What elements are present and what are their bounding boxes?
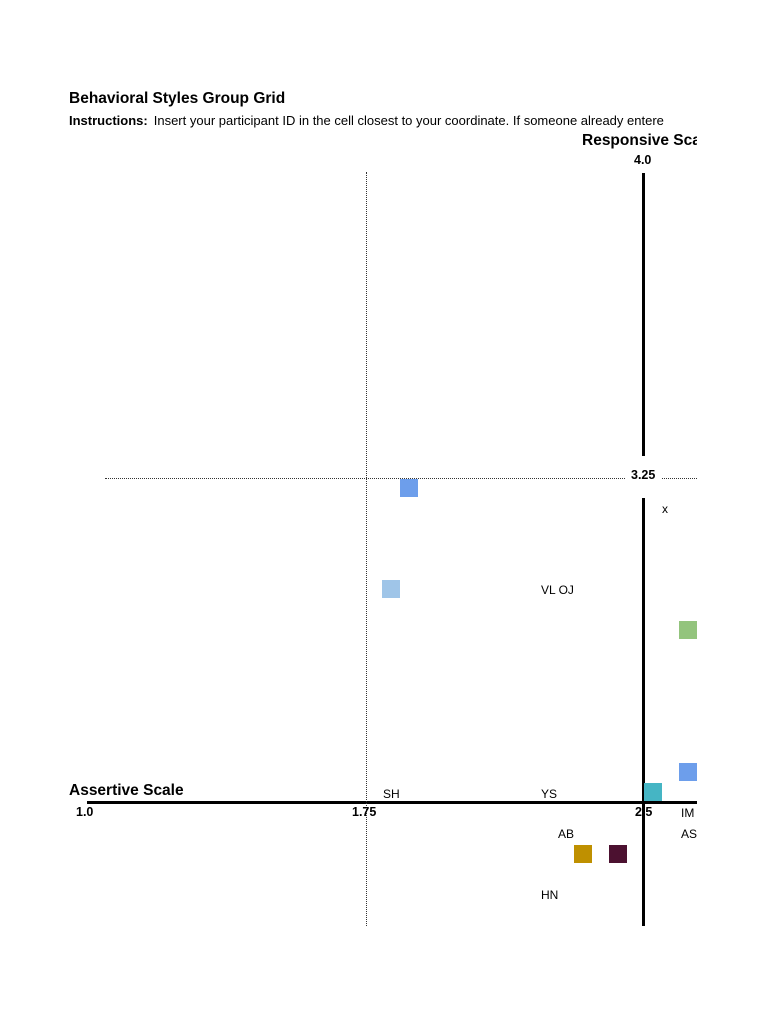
marker-square [644, 783, 662, 801]
instructions: Instructions: Insert your participant ID … [69, 113, 697, 128]
marker-square [574, 845, 592, 863]
x-axis-title: Assertive Scale [69, 782, 184, 799]
y-axis-line-lower [642, 498, 645, 926]
instructions-label: Instructions: [69, 113, 148, 128]
marker-square [609, 845, 627, 863]
y-axis-title: Responsive Scal [582, 132, 697, 149]
y-tick-mid: 3.25 [629, 468, 658, 482]
x-tick-label: 1.75 [352, 805, 377, 819]
page-title: Behavioral Styles Group Grid [69, 90, 286, 107]
y-tick-top: 4.0 [634, 153, 652, 167]
midline-vertical [366, 172, 367, 926]
participant-id-cell: YS [541, 787, 558, 801]
marker-square [679, 621, 697, 639]
marker-square [382, 580, 400, 598]
participant-id-cell: AS [681, 827, 698, 841]
participant-id-cell: x [662, 502, 668, 516]
participant-id-cell: VL OJ [541, 583, 574, 597]
participant-id-cell: AB [558, 827, 575, 841]
participant-id-cell: HN [541, 888, 559, 902]
x-tick-label: 2.5 [635, 805, 653, 819]
midline-horizontal-right [662, 478, 697, 479]
participant-id-cell: SH [383, 787, 400, 801]
midline-horizontal-left [105, 478, 625, 479]
instructions-text: Insert your participant ID in the cell c… [153, 113, 664, 128]
marker-square [400, 479, 418, 497]
x-tick-label: 1.0 [76, 805, 94, 819]
x-axis-line [87, 801, 697, 804]
participant-id-cell: IM [681, 806, 695, 820]
y-axis-line-upper [642, 173, 645, 456]
marker-square [679, 763, 697, 781]
